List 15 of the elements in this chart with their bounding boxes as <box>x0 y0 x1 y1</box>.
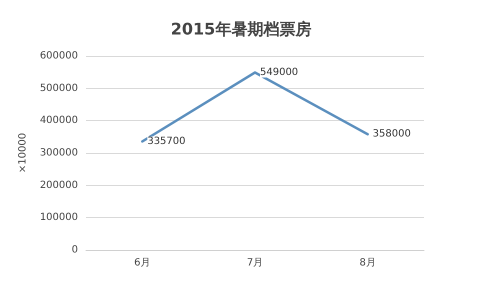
y-tick-label: 600000 <box>40 50 78 62</box>
chart-title: 2015年暑期档票房 <box>170 20 312 38</box>
y-tick-label: 300000 <box>40 148 78 158</box>
y-tick-label: 0 <box>72 244 78 256</box>
y-tick-label: 500000 <box>40 82 78 94</box>
x-tick-label: 7月 <box>246 258 264 268</box>
x-tick-label: 8月 <box>359 258 376 268</box>
data-label: 335700 <box>147 136 186 147</box>
y-axis-title: ×10000 <box>18 132 28 174</box>
y-tick-label: 100000 <box>40 212 78 224</box>
data-label: 358000 <box>372 128 411 140</box>
data-label: 549000 <box>260 66 298 78</box>
y-tick-label: 400000 <box>40 115 78 126</box>
y-tick-label: 200000 <box>40 180 78 191</box>
x-tick-label: 6月 <box>134 258 151 268</box>
